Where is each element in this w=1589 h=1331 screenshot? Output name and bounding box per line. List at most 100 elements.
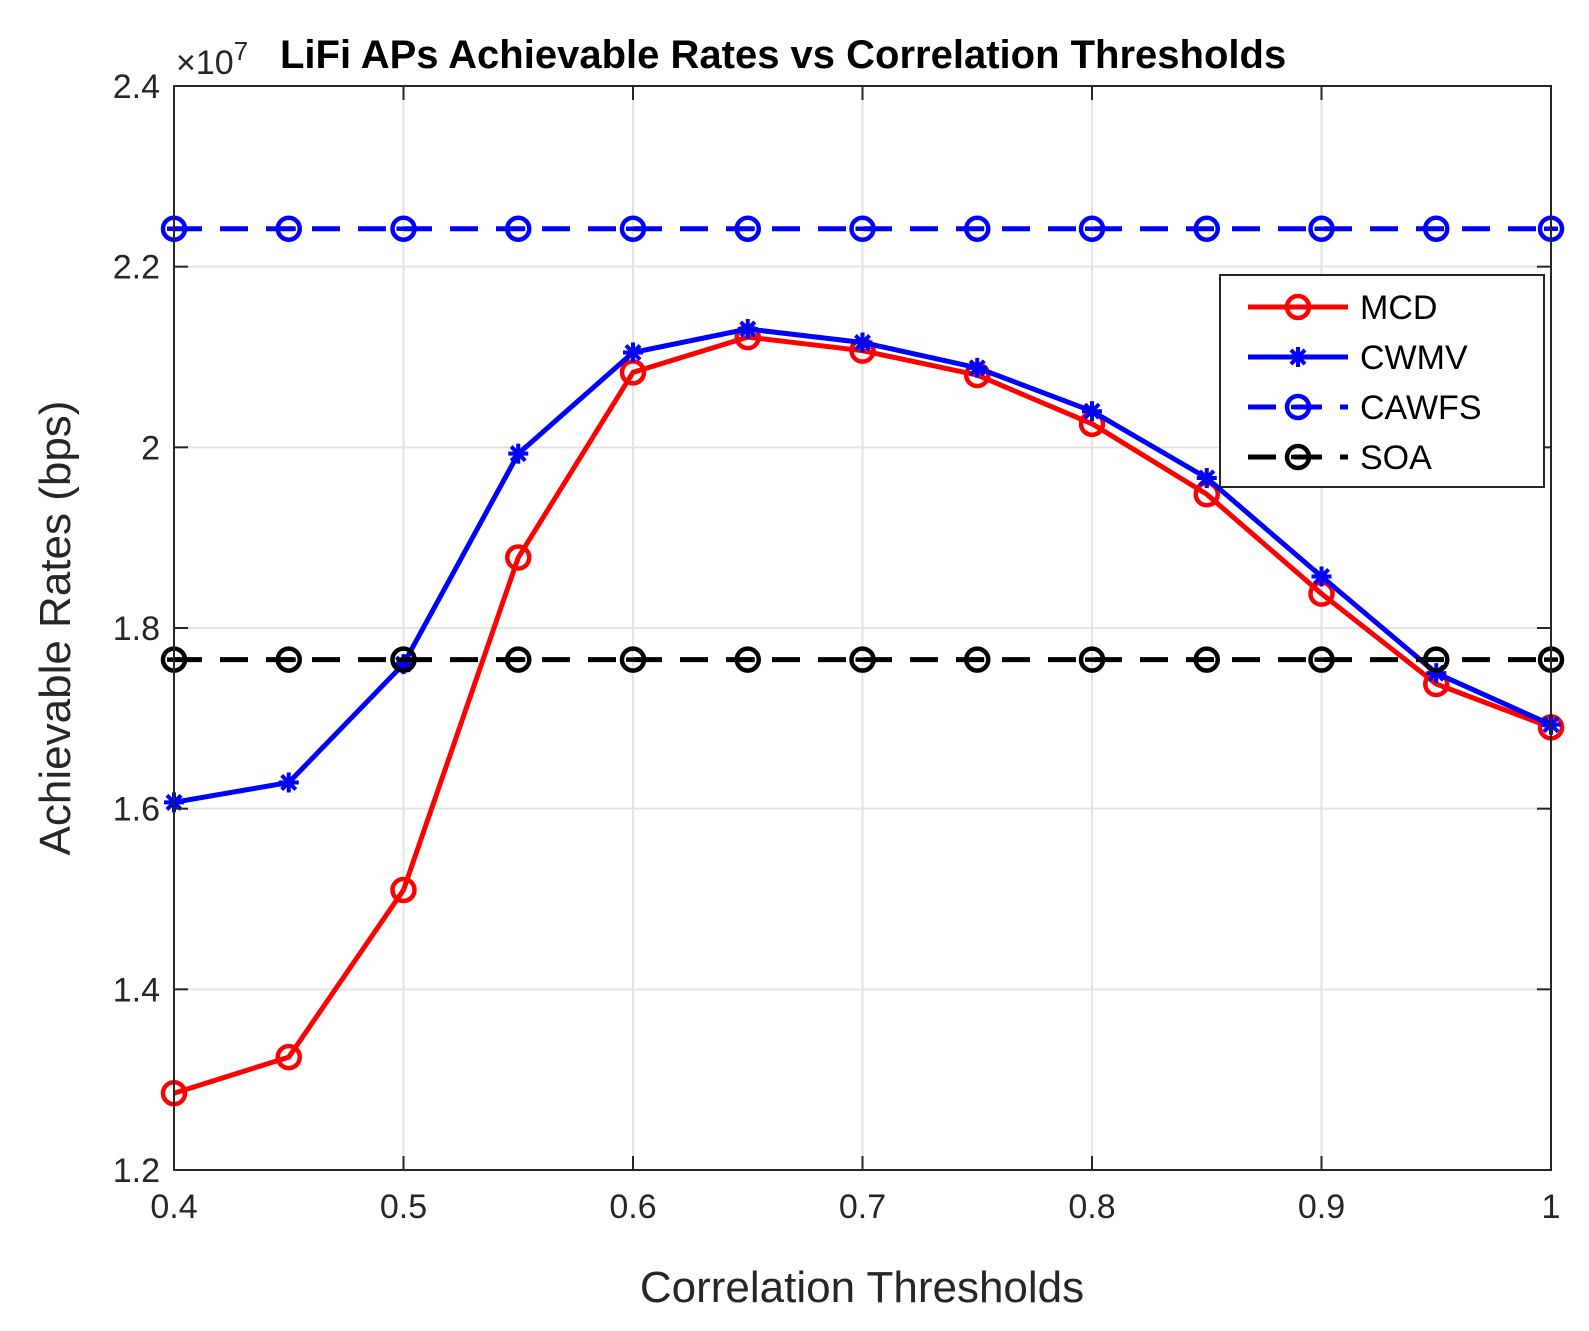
marker-stroke — [280, 773, 298, 791]
x-tick-label: 0.6 — [609, 1188, 656, 1226]
x-axis-title: Correlation Thresholds — [640, 1263, 1084, 1312]
marker-circle — [1193, 646, 1220, 673]
x-tick-label: 0.8 — [1068, 1188, 1115, 1226]
series-soa-point — [1193, 646, 1220, 673]
marker-circle — [964, 215, 991, 242]
marker-circle — [390, 215, 417, 242]
series-cwmv-point — [1082, 401, 1102, 422]
x-tick-label: 1 — [1542, 1188, 1561, 1226]
marker-circle — [275, 1043, 302, 1071]
series-soa-point — [390, 646, 417, 673]
marker-circle — [505, 544, 532, 571]
marker-circle — [849, 215, 876, 242]
marker-circle — [275, 215, 302, 242]
series-cawfs-point — [1078, 215, 1106, 242]
series-cawfs-point — [849, 215, 876, 242]
series-soa-point — [1308, 646, 1335, 673]
marker-circle — [1284, 393, 1312, 421]
marker-stroke — [1289, 348, 1307, 366]
y-axis-title: Achievable Rates (bps) — [31, 401, 80, 856]
marker-stroke — [1313, 568, 1330, 585]
legend-label-cawfs: CAWFS — [1360, 389, 1482, 427]
marker-circle — [619, 646, 647, 673]
series-cwmv-point — [1196, 468, 1217, 489]
series-cawfs — [160, 215, 1565, 242]
y-exponent-power: 7 — [234, 36, 248, 66]
marker-circle — [1284, 443, 1312, 471]
legend-item-cawfs: CAWFS — [1248, 389, 1482, 427]
marker-circle — [390, 646, 417, 673]
y-tick-label: 1.8 — [113, 610, 160, 648]
marker-circle — [619, 215, 647, 242]
series-cwmv-point — [623, 342, 643, 363]
marker-circle — [1193, 215, 1220, 242]
series-cwmv-point — [852, 332, 873, 353]
y-tick-label: 2 — [141, 429, 160, 467]
legend-item-soa: SOA — [1248, 439, 1432, 477]
marker-circle — [734, 215, 761, 242]
series-soa-point — [964, 646, 991, 673]
marker-circle — [1423, 215, 1450, 242]
marker-stroke — [624, 343, 642, 361]
y-tick-label: 1.4 — [113, 971, 160, 1009]
series-cwmv-point — [508, 443, 529, 464]
marker-stroke — [1083, 402, 1101, 420]
legend-label-mcd: MCD — [1360, 289, 1437, 327]
marker-stroke — [509, 445, 527, 463]
legend-item-cwmv: CWMV — [1248, 339, 1468, 377]
series-soa-point — [619, 646, 647, 673]
marker-circle — [1308, 646, 1335, 673]
marker-circle — [1078, 215, 1106, 242]
legend-swatch-marker — [1284, 443, 1312, 471]
y-tick-label: 2.4 — [113, 68, 160, 106]
series-cawfs-point — [275, 215, 302, 242]
y-tick-label: 1.2 — [113, 1152, 160, 1190]
series-cwmv-point — [737, 318, 758, 339]
marker-stroke — [1198, 469, 1216, 487]
series-cawfs-point — [1423, 215, 1450, 242]
series-cawfs-point — [619, 215, 647, 242]
series-cawfs-point — [734, 215, 761, 242]
chart-title: LiFi APs Achievable Rates vs Correlation… — [280, 33, 1286, 77]
series-layer — [160, 215, 1565, 1107]
marker-circle — [1284, 293, 1312, 321]
y-tick-label: 2.2 — [113, 249, 160, 287]
series-mcd-point — [275, 1043, 302, 1071]
marker-circle — [505, 215, 532, 242]
marker-circle — [1308, 215, 1335, 242]
x-tick-label: 0.7 — [839, 1188, 886, 1226]
marker-stroke — [739, 320, 757, 338]
marker-stroke — [968, 359, 986, 377]
y-tick-label: 1.6 — [113, 791, 160, 829]
legend-swatch-marker — [1284, 293, 1312, 321]
marker-circle — [390, 876, 417, 904]
series-cawfs-point — [390, 215, 417, 242]
series-soa-point — [849, 646, 876, 673]
x-tick-label: 0.4 — [150, 1188, 197, 1226]
series-soa-point — [734, 646, 761, 673]
marker-circle — [1078, 646, 1106, 673]
marker-circle — [849, 646, 876, 673]
series-cawfs-point — [1308, 215, 1335, 242]
legend-label-cwmv: CWMV — [1360, 339, 1468, 377]
ticks: 0.4 0.5 0.6 0.7 0.8 0.9 1 1.2 1.4 1.6 1.8 2 2.2 2.4 — [113, 68, 1561, 1226]
series-mcd-point — [505, 544, 532, 571]
series-soa-point — [275, 646, 302, 673]
legend-swatch-marker — [1288, 347, 1308, 367]
legend-item-mcd: MCD — [1248, 289, 1437, 327]
series-soa-point — [505, 646, 532, 673]
marker-stroke — [854, 334, 871, 352]
marker-circle — [964, 646, 991, 673]
legend-box — [1219, 274, 1545, 488]
series-cwmv-point — [967, 357, 988, 378]
series-cwmv-point — [278, 772, 299, 793]
series-soa-point — [1423, 646, 1450, 673]
legend-swatch-marker — [1284, 393, 1312, 421]
legend: MCD CWMV CAWFS SOA — [1219, 274, 1545, 488]
x-tick-label: 0.5 — [380, 1188, 427, 1226]
legend-label-soa: SOA — [1360, 439, 1432, 477]
marker-circle — [734, 646, 761, 673]
series-cwmv-point — [1311, 566, 1332, 587]
marker-circle — [1423, 646, 1450, 673]
series-soa-point — [1078, 646, 1106, 673]
